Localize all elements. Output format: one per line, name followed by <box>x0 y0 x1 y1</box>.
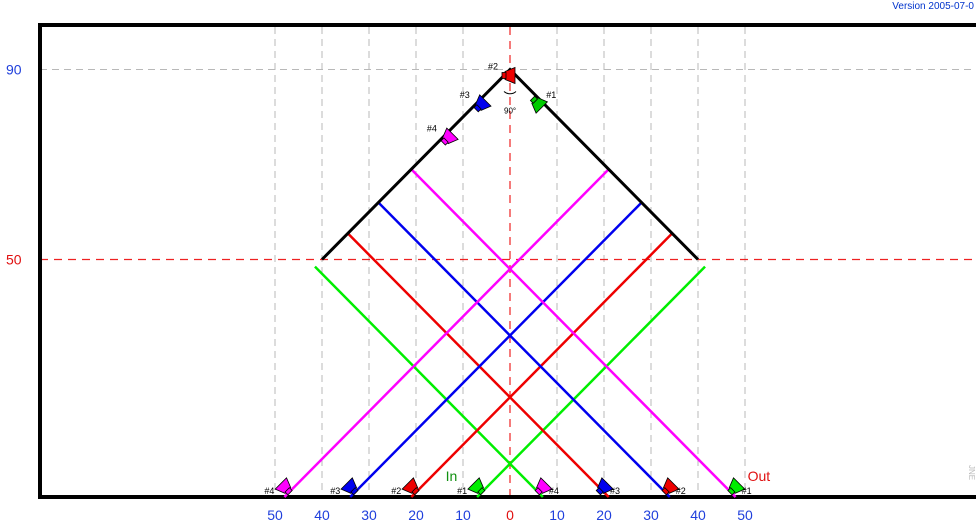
marker-cap <box>411 487 420 496</box>
x-tick-label: 30 <box>643 507 659 523</box>
input-marker-label: #3 <box>330 486 340 496</box>
marker-body <box>401 477 419 494</box>
beam-fall <box>410 168 737 498</box>
input-marker <box>401 477 420 496</box>
mirror-marker-label: #1 <box>546 90 556 100</box>
output-marker <box>534 477 553 496</box>
marker-cap <box>477 487 486 496</box>
marker-cap <box>661 487 670 496</box>
marker-body <box>474 94 492 111</box>
angle-label: 90° <box>504 107 516 116</box>
x-tick-label: 10 <box>549 507 565 523</box>
beam-rise <box>349 201 643 498</box>
mirror-marker <box>529 95 549 114</box>
output-marker-label: #3 <box>610 486 620 496</box>
beam-rise <box>476 265 706 498</box>
x-tick-label: 40 <box>314 507 330 523</box>
version-label: Version 2005-07-0 <box>892 1 974 12</box>
out-label: Out <box>748 468 771 484</box>
x-tick-label: 20 <box>408 507 424 523</box>
angle-arc <box>503 91 517 95</box>
beam-fall <box>346 232 610 498</box>
input-marker <box>274 477 293 496</box>
input-marker <box>467 477 486 496</box>
mirror-marker-label: #4 <box>427 123 437 133</box>
output-marker <box>727 477 746 496</box>
marker-cap <box>501 72 507 79</box>
x-tick-label: 0 <box>506 507 514 523</box>
beam-fall <box>377 201 671 498</box>
mirror-marker <box>473 94 492 113</box>
mirror-marker-label: #2 <box>488 62 498 72</box>
y-label: 90 <box>6 62 22 78</box>
x-tick-label: 50 <box>737 507 753 523</box>
marker-cap <box>534 487 543 496</box>
marker-body <box>340 477 358 494</box>
marker-body <box>504 66 516 85</box>
marker-body <box>467 477 484 494</box>
marker-body <box>442 127 459 145</box>
x-tick-label: 10 <box>455 507 471 523</box>
marker-cap <box>727 487 736 496</box>
output-marker-label: #2 <box>676 486 686 496</box>
output-marker <box>661 477 680 496</box>
output-marker-label: #1 <box>742 486 752 496</box>
marker-body <box>531 97 549 114</box>
input-marker-label: #2 <box>391 486 401 496</box>
x-tick-label: 20 <box>596 507 612 523</box>
marker-cap <box>440 137 449 146</box>
x-tick-label: 30 <box>361 507 377 523</box>
input-marker <box>340 477 359 496</box>
x-tick-label: 40 <box>690 507 706 523</box>
beam-fall <box>314 265 544 498</box>
marker-cap <box>350 487 359 496</box>
output-marker <box>595 477 614 496</box>
side-mark: JNE <box>967 465 976 481</box>
x-tick-label: 50 <box>267 507 283 523</box>
output-marker-label: #4 <box>549 486 559 496</box>
beam-rise <box>410 232 674 498</box>
marker-cap <box>595 487 604 496</box>
in-label: In <box>446 468 458 484</box>
mirror-marker-label: #3 <box>460 90 470 100</box>
y-label: 50 <box>6 252 22 268</box>
marker-cap <box>284 487 293 496</box>
marker-cap <box>473 104 482 113</box>
mirror-marker <box>501 66 516 85</box>
mirror-marker <box>440 127 459 146</box>
marker-body <box>274 477 292 494</box>
input-marker-label: #1 <box>457 486 467 496</box>
input-marker-label: #4 <box>264 486 274 496</box>
marker-cap <box>529 95 539 104</box>
beam-rise <box>283 168 610 498</box>
